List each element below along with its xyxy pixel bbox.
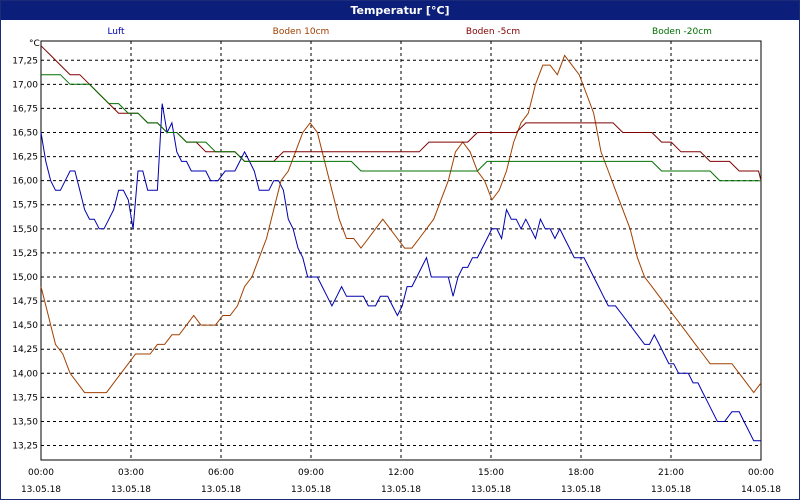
x-tick-date-label: 13.05.18 bbox=[201, 485, 241, 495]
x-tick-date-label: 13.05.18 bbox=[291, 485, 331, 495]
x-tick-time-label: 00:00 bbox=[28, 468, 54, 478]
plot-area: 17,25 17,00 16,75 16,50 16,25 16,00 15,75 15,50… bbox=[1, 20, 799, 499]
x-tick-time-label: 03:00 bbox=[118, 468, 144, 478]
y-tick-label: 13,75 bbox=[12, 393, 38, 403]
y-tick-label: 13,50 bbox=[12, 417, 38, 427]
y-tick-label: 15,75 bbox=[12, 201, 38, 211]
y-tick-label: 16,25 bbox=[12, 153, 38, 163]
y-axis-label: °C bbox=[29, 39, 40, 49]
chart-title: Temperatur [°C] bbox=[1, 1, 799, 20]
legend-entry: Boden -5cm bbox=[466, 27, 520, 37]
y-tick-label: 16,00 bbox=[12, 177, 38, 187]
legend-entry: Boden 10cm bbox=[273, 27, 330, 37]
x-tick-date-label: 13.05.18 bbox=[381, 485, 421, 495]
x-tick-time-label: 00:00 bbox=[748, 468, 774, 478]
x-tick-date-label: 14.05.18 bbox=[741, 485, 781, 495]
y-tick-label: 16,50 bbox=[12, 129, 38, 139]
y-tick-label: 13,25 bbox=[12, 442, 38, 452]
series-line-luft bbox=[40, 103, 761, 442]
x-tick-date-label: 13.05.18 bbox=[21, 485, 61, 495]
legend-entry: Luft bbox=[107, 27, 125, 37]
series-line-boden-20cm bbox=[41, 74, 761, 182]
y-tick-label: 14,50 bbox=[12, 321, 38, 331]
y-tick-label: 17,25 bbox=[12, 56, 38, 66]
x-tick-time-label: 21:00 bbox=[658, 468, 684, 478]
y-tick-label: 16,75 bbox=[12, 104, 38, 114]
x-tick-time-label: 06:00 bbox=[208, 468, 234, 478]
x-tick-time-label: 15:00 bbox=[478, 468, 504, 478]
x-tick-time-label: 09:00 bbox=[298, 468, 324, 478]
x-tick-date-label: 13.05.18 bbox=[561, 485, 601, 495]
x-tick-date-label: 13.05.18 bbox=[651, 485, 691, 495]
y-tick-label: 14,75 bbox=[12, 297, 38, 307]
y-tick-label: 15,00 bbox=[12, 273, 38, 283]
y-tick-label: 14,25 bbox=[12, 345, 38, 355]
y-tick-label: 15,25 bbox=[12, 249, 38, 259]
x-tick-date-label: 13.05.18 bbox=[471, 485, 511, 495]
y-tick-label: 14,00 bbox=[12, 369, 38, 379]
y-tick-label: 15,50 bbox=[12, 225, 38, 235]
x-tick-time-label: 18:00 bbox=[568, 468, 594, 478]
temperature-chart: 17,25 17,00 16,75 16,50 16,25 16,00 15,75 15,50… bbox=[12, 27, 781, 495]
y-tick-label: 17,00 bbox=[12, 80, 38, 90]
legend-entry: Boden -20cm bbox=[652, 27, 712, 37]
x-tick-time-label: 12:00 bbox=[388, 468, 414, 478]
x-tick-date-label: 13.05.18 bbox=[111, 485, 151, 495]
series-line-boden-10cm bbox=[40, 54, 762, 394]
